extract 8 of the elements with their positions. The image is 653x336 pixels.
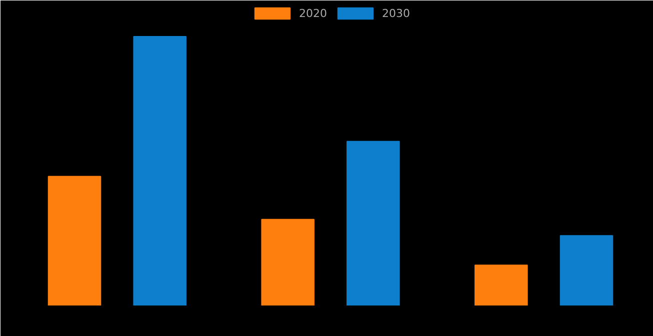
bar — [261, 218, 314, 306]
bar — [474, 264, 528, 306]
legend-label: 2030 — [382, 6, 410, 20]
bar — [346, 140, 400, 306]
legend-label: 2020 — [299, 6, 327, 20]
bar — [560, 235, 614, 306]
bar — [48, 176, 102, 306]
bar — [133, 36, 186, 306]
